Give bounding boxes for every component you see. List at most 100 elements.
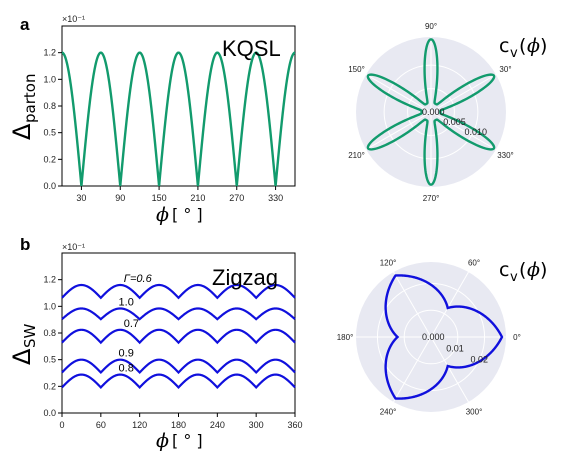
polar-angle-label-b: 300°: [466, 407, 483, 416]
polar-rtick-label-a: 0.005: [443, 117, 466, 127]
y-tick-label-b: 0.2: [43, 381, 56, 391]
polar-title-a-arg: ϕ: [527, 35, 540, 57]
x-tick-label-a: 330: [268, 193, 283, 203]
axis-ticks-b: 0 60 120 180 240 300 360 0.0 0.2 0.5 0.8 1.0 1.2: [43, 275, 302, 430]
panel-letter-a: a: [20, 15, 30, 34]
polar-title-b: c v ( ϕ ): [499, 259, 547, 285]
zigzag-series-label: 1.0: [119, 296, 134, 308]
polar-rtick-label-b: 0.02: [471, 355, 489, 365]
polar-spoke-a: [430, 74, 497, 113]
y-tick-label-b: 0.0: [43, 408, 56, 418]
polar-spoke-b: [430, 271, 469, 338]
polar-title-a-main: c: [499, 35, 509, 57]
zigzag-series-label: 0.9: [119, 348, 134, 360]
x-tick-label-a: 90: [115, 193, 125, 203]
polar-rtick-label-a: 0.010: [464, 127, 487, 137]
x-tick-label-b: 120: [132, 420, 147, 430]
axis-ticks-a: 30 90 150 210 270 330 0.0 0.2 0.5 0.8 1.0 1.2: [43, 48, 283, 203]
polar-angle-label-a: 90°: [425, 22, 437, 31]
y-tick-label-a: 1.2: [43, 48, 56, 58]
kqsl-gap-series: [61, 51, 296, 187]
zigzag-series-label: Γ=0.6: [124, 273, 153, 285]
ylabel-b-sub: SW: [21, 323, 39, 348]
polar-spoke-b: [393, 336, 432, 403]
x-tick-label-a: 150: [152, 193, 167, 203]
zigzag-gap-plot: b ×10⁻¹ 0 60 120 180 240 300 360 0.0 0.2 0.5 0.8 1.…: [8, 235, 303, 452]
y-tick-label-b: 0.8: [43, 328, 56, 338]
polar-title-b-main: c: [499, 259, 509, 281]
polar-angle-label-a: 210°: [348, 151, 365, 160]
polar-spoke-a: [365, 111, 432, 150]
x-tick-label-b: 360: [287, 420, 302, 430]
zigzag-series-line: [61, 307, 296, 321]
x-tick-label-a: 210: [190, 193, 205, 203]
polar-spoke-b: [393, 271, 432, 338]
y-tick-label-b: 1.0: [43, 301, 56, 311]
ylabel-b-main: Δ: [8, 348, 36, 365]
zigzag-series-line: [61, 328, 296, 345]
polar-angle-label-b: 120°: [380, 259, 397, 268]
polar-spoke-a: [430, 111, 497, 150]
polar-title-a-paren-close: ): [540, 35, 547, 57]
ylabel-a-sub: parton: [21, 74, 39, 123]
polar-spoke-a: [365, 74, 432, 113]
polar-angle-label-a: 30°: [499, 65, 511, 74]
polar-title-b-sub: v: [510, 270, 518, 285]
polar-angle-label-a: 270°: [423, 194, 440, 203]
x-tick-label-a: 270: [229, 193, 244, 203]
zigzag-series-labels: Γ=0.6 1.0 0.7 0.9 0.8: [119, 273, 153, 375]
x-tick-label-b: 240: [210, 420, 225, 430]
polar-angle-label-b: 0°: [513, 333, 521, 342]
polar-angle-label-b: 180°: [337, 333, 354, 342]
polar-curve-b: [384, 274, 504, 400]
zigzag-series-label: 0.7: [124, 318, 139, 330]
x-tick-label-b: 0: [59, 420, 64, 430]
polar-rtick-label-b: 0.000: [422, 332, 445, 342]
y-axis-label-b: Δ SW: [8, 323, 39, 365]
zigzag-gap-series-group: [61, 283, 296, 390]
y-tick-label-b: 0.5: [43, 355, 56, 365]
polar-title-b-paren-close: ): [540, 259, 547, 281]
y-tick-label-a: 1.0: [43, 74, 56, 84]
polar-angle-label-a: 150°: [348, 65, 365, 74]
y-tick-label-b: 1.2: [43, 275, 56, 285]
polar-rtick-label-a: 0.000: [422, 107, 445, 117]
xlabel-b-unit: [ ° ]: [172, 431, 203, 450]
polar-title-b-arg: ϕ: [527, 259, 540, 281]
y-tick-label-a: 0.5: [43, 128, 56, 138]
xlabel-a-phi: ϕ: [156, 204, 169, 226]
polar-angle-label-a: 330°: [497, 151, 514, 160]
x-tick-label-b: 300: [249, 420, 264, 430]
y-offset-text-a: ×10⁻¹: [62, 14, 85, 24]
polar-title-a: c v ( ϕ ): [499, 35, 547, 61]
zigzag-series-line: [61, 373, 296, 390]
polar-angle-label-b: 60°: [468, 259, 480, 268]
x-tick-label-a: 30: [76, 193, 86, 203]
xlabel-a-unit: [ ° ]: [172, 205, 203, 224]
y-axis-label-a: Δ parton: [8, 74, 39, 140]
polar-curve-a: [366, 38, 496, 186]
polar-spoke-b: [430, 336, 469, 403]
y-tick-label-a: 0.8: [43, 101, 56, 111]
kqsl-gap-plot: a ×10⁻¹ 30 90 150 210 270 330 0.0 0.2 0.5 0.8 1.0 1…: [8, 14, 296, 226]
y-tick-label-a: 0.2: [43, 154, 56, 164]
y-offset-text-b: ×10⁻¹: [62, 242, 85, 252]
polar-title-a-sub: v: [510, 46, 518, 61]
x-tick-label-b: 180: [171, 420, 186, 430]
x-tick-label-b: 60: [96, 420, 106, 430]
polar-title-b-paren: (: [519, 259, 526, 281]
panel-letter-b: b: [20, 235, 30, 254]
zigzag-label: Zigzag: [212, 265, 278, 290]
ylabel-a-main: Δ: [8, 123, 36, 140]
zigzag-series-line: [61, 358, 296, 375]
y-tick-label-a: 0.0: [43, 181, 56, 191]
xlabel-b-phi: ϕ: [156, 430, 169, 452]
kqsl-label: KQSL: [222, 36, 281, 61]
polar-title-a-paren: (: [519, 35, 526, 57]
zigzag-series-label: 0.8: [119, 363, 134, 375]
polar-angle-label-b: 240°: [380, 407, 397, 416]
zigzag-series-line: [61, 283, 296, 300]
